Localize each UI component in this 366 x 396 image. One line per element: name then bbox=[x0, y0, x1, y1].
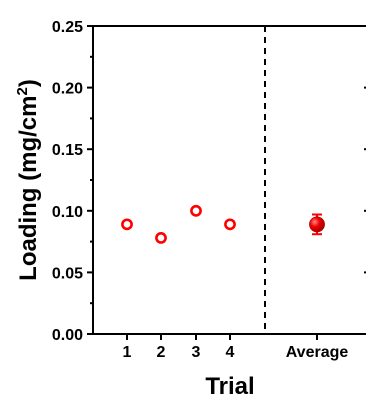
trial-point bbox=[121, 218, 133, 231]
trial-point bbox=[224, 218, 236, 231]
y-axis-title-superscript: 2 bbox=[14, 87, 31, 95]
y-tick-label: 0.05 bbox=[52, 265, 83, 282]
y-tick-label: 0.15 bbox=[52, 142, 83, 159]
y-tick-label: 0.10 bbox=[52, 204, 83, 221]
x-axis-title: Trial bbox=[205, 373, 254, 396]
plot-frame bbox=[92, 25, 366, 335]
y-axis-ticks: 0.00 0.05 0.10 0.15 0.20 0.25 bbox=[52, 19, 93, 344]
x-tick-label: Average bbox=[286, 344, 349, 361]
y-axis-title-prefix: Loading (mg/cm bbox=[15, 96, 42, 281]
average-point bbox=[309, 216, 325, 233]
y-tick-label: 0.20 bbox=[52, 81, 83, 98]
y-tick-label: 0.00 bbox=[52, 327, 83, 344]
y-axis-title-suffix: ) bbox=[15, 79, 42, 87]
data-points bbox=[121, 204, 325, 244]
x-axis-ticks: 1 2 3 4 Average bbox=[123, 334, 349, 361]
x-tick-label: 3 bbox=[192, 344, 201, 361]
x-tick-label: 1 bbox=[123, 344, 132, 361]
trial-point bbox=[190, 204, 202, 217]
y-tick-label: 0.25 bbox=[52, 19, 83, 36]
y-axis-title: Loading (mg/cm2) bbox=[14, 79, 42, 281]
x-tick-label: 2 bbox=[157, 344, 166, 361]
x-tick-label: 4 bbox=[226, 344, 235, 361]
trial-point bbox=[155, 232, 167, 244]
